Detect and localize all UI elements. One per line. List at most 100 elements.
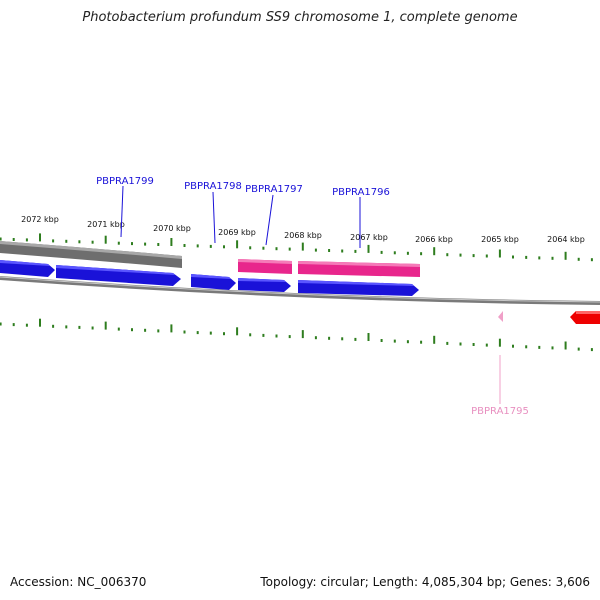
lower-minor-tick	[65, 325, 68, 329]
lower-minor-tick	[131, 328, 133, 332]
upper-minor-tick	[25, 238, 28, 242]
genome-summary-text: Topology: circular; Length: 4,085,304 bp…	[260, 575, 590, 589]
lower-minor-tick	[341, 337, 344, 341]
lower-minor-tick	[328, 336, 331, 340]
lower-major-tick	[104, 321, 107, 330]
gene-label-1799[interactable]: PBPRA1799	[96, 176, 154, 187]
lower-major-tick	[301, 330, 304, 339]
upper-minor-tick	[288, 247, 291, 251]
lower-major-tick	[236, 327, 239, 336]
lower-minor-tick	[78, 325, 81, 329]
genome-backbone-highlight	[0, 276, 600, 303]
lower-minor-tick	[577, 347, 580, 351]
upper-minor-tick	[393, 251, 396, 255]
upper-minor-tick	[328, 249, 331, 252]
gene-label-1795[interactable]: PBPRA1795	[471, 406, 529, 417]
lower-major-tick	[498, 338, 501, 347]
upper-minor-tick	[406, 251, 409, 255]
lower-major-tick	[170, 324, 173, 333]
upper-major-tick	[498, 249, 501, 258]
lower-major-tick	[367, 333, 370, 341]
upper-minor-tick	[525, 255, 528, 259]
upper-minor-tick	[459, 253, 462, 257]
lower-minor-tick	[249, 333, 252, 337]
upper-major-tick	[433, 247, 436, 256]
lower-minor-tick	[12, 323, 15, 327]
gene-label-1797[interactable]: PBPRA1797	[245, 184, 303, 195]
upper-minor-tick	[512, 255, 514, 259]
upper-minor-tick	[262, 246, 265, 250]
tick-label-2067: 2067 kbp	[350, 233, 388, 242]
gene-label-1796[interactable]: PBPRA1796	[332, 187, 390, 198]
upper-minor-tick	[485, 254, 488, 258]
lower-minor-tick	[183, 330, 186, 334]
gray-feature	[0, 241, 182, 268]
lower-minor-tick	[196, 331, 199, 335]
upper-minor-tick	[0, 237, 2, 241]
upper-minor-tick	[209, 244, 212, 248]
gene-label-1798[interactable]: PBPRA1798	[184, 181, 242, 192]
lower-minor-tick	[117, 327, 120, 331]
lower-minor-tick	[91, 326, 94, 330]
tick-label-2072: 2072 kbp	[21, 215, 59, 224]
lower-minor-tick	[314, 336, 317, 340]
red-cds-right[interactable]	[570, 311, 600, 324]
gray-feature-top	[0, 241, 182, 259]
lower-major-tick	[39, 318, 41, 327]
lower-minor-tick	[288, 335, 291, 339]
lower-minor-tick	[262, 333, 265, 337]
lower-minor-tick	[380, 339, 383, 342]
blue-cds-1799[interactable]	[56, 265, 181, 286]
lower-minor-tick	[144, 328, 147, 332]
upper-minor-tick	[590, 258, 593, 262]
upper-minor-tick	[65, 239, 68, 243]
upper-tick-row	[0, 233, 593, 262]
upper-major-tick	[564, 251, 567, 260]
upper-major-tick	[39, 233, 41, 242]
lower-minor-tick	[25, 323, 28, 327]
tick-label-2071: 2071 kbp	[87, 220, 125, 229]
upper-minor-tick	[420, 252, 423, 256]
lower-major-tick	[564, 341, 567, 350]
blue-cds-1796[interactable]	[298, 280, 419, 296]
pink-cds-1797[interactable]	[238, 259, 292, 274]
upper-minor-tick	[12, 238, 15, 241]
map-title: Photobacterium profundum SS9 chromosome …	[82, 10, 518, 25]
upper-major-tick	[367, 244, 370, 253]
leader-line-1799	[120, 185, 124, 238]
upper-minor-tick	[78, 240, 81, 244]
pink-cds-1795[interactable]	[498, 311, 503, 322]
upper-minor-tick	[446, 253, 449, 257]
upper-minor-tick	[183, 244, 186, 247]
upper-minor-tick	[538, 256, 541, 260]
tick-label-2068: 2068 kbp	[284, 231, 322, 240]
blue-cds-1797[interactable]	[238, 278, 291, 292]
upper-major-tick	[170, 238, 173, 246]
lower-minor-tick	[393, 339, 396, 343]
upper-minor-tick	[249, 246, 252, 250]
upper-minor-tick	[472, 254, 475, 258]
lower-minor-tick	[0, 322, 2, 326]
upper-minor-tick	[196, 244, 199, 248]
upper-minor-tick	[52, 239, 55, 243]
blue-cds-1798[interactable]	[191, 274, 236, 290]
lower-minor-tick	[551, 346, 554, 350]
upper-minor-tick	[144, 242, 147, 246]
lower-minor-tick	[223, 332, 225, 336]
lower-minor-tick	[354, 337, 357, 341]
genome-backbone	[0, 276, 600, 305]
lower-minor-tick	[420, 340, 423, 344]
pink-cds-1796[interactable]	[298, 261, 420, 277]
lower-minor-tick	[525, 345, 528, 349]
accession-text: Accession: NC_006370	[10, 575, 147, 589]
tick-label-2064: 2064 kbp	[547, 235, 585, 244]
lower-minor-tick	[590, 348, 593, 352]
lower-minor-tick	[512, 344, 514, 348]
blue-cds-left[interactable]	[0, 260, 55, 277]
upper-major-tick	[104, 235, 107, 244]
upper-minor-tick	[551, 256, 554, 260]
lower-minor-tick	[538, 345, 541, 349]
upper-major-tick	[236, 240, 239, 249]
lower-minor-tick	[275, 334, 278, 338]
